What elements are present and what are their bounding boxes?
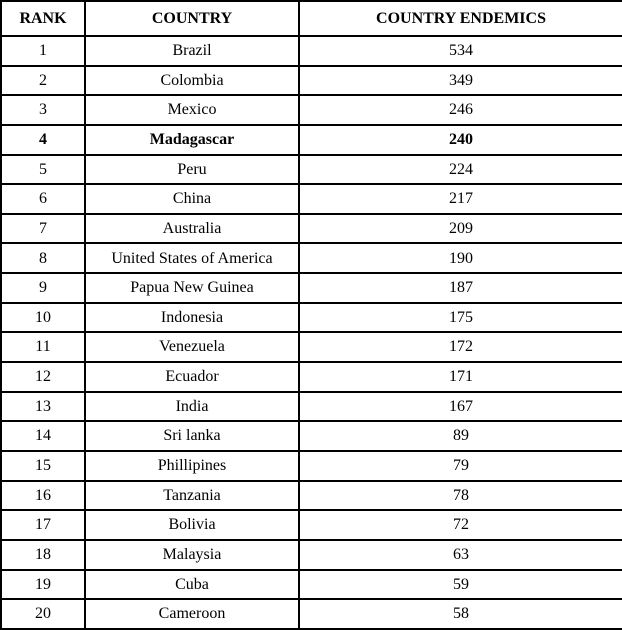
endemics-cell: 175 [298,301,622,334]
rank-cell: 4 [0,123,86,156]
country-cell: India [84,390,300,423]
table-row: 14 Sri lanka 89 [0,420,622,452]
rank-cell: 15 [0,449,86,482]
endemics-cell: 167 [298,390,622,423]
table-row: 19 Cuba 59 [0,568,622,601]
table-row: 13 India 167 [0,390,622,423]
country-cell: Papua New Guinea [84,272,300,304]
endemics-cell: 190 [298,242,622,275]
country-cell: Brazil [84,35,300,67]
country-cell: Madagascar [84,123,300,156]
table-row: 17 Bolivia 72 [0,509,622,541]
country-cell: Indonesia [84,301,300,334]
country-cell: China [84,183,300,215]
rank-cell: 11 [0,331,86,364]
rank-cell: 2 [0,64,86,97]
rank-cell: 5 [0,153,86,186]
country-cell: Malaysia [84,538,300,571]
country-header-cell: COUNTRY [84,0,300,37]
country-cell: Cameroon [84,598,300,630]
country-cell: Ecuador [84,361,300,393]
table-row: 1 Brazil 534 [0,35,622,67]
table-row: 8 United States of America 190 [0,242,622,275]
table-row: 7 Australia 209 [0,212,622,245]
endemics-cell: 79 [298,449,622,482]
table-row: 12 Ecuador 171 [0,361,622,393]
endemics-cell: 187 [298,272,622,304]
country-cell: Tanzania [84,479,300,512]
table-row: 3 Mexico 246 [0,94,622,126]
endemics-cell: 63 [298,538,622,571]
country-cell: Colombia [84,64,300,97]
endemics-cell: 217 [298,183,622,215]
endemics-cell: 78 [298,479,622,512]
table-row: 10 Indonesia 175 [0,301,622,334]
endemics-cell: 349 [298,64,622,97]
endemics-cell: 171 [298,361,622,393]
table-row: 11 Venezuela 172 [0,331,622,364]
rank-cell: 10 [0,301,86,334]
table-row: 18 Malaysia 63 [0,538,622,571]
rank-cell: 9 [0,272,86,304]
endemics-header-cell: COUNTRY ENDEMICS [298,0,622,37]
rank-cell: 1 [0,35,86,67]
country-cell: Mexico [84,94,300,126]
rank-cell: 20 [0,598,86,630]
rank-cell: 13 [0,390,86,423]
country-cell: Venezuela [84,331,300,364]
endemics-cell: 89 [298,420,622,452]
endemics-cell: 172 [298,331,622,364]
table-row: 6 China 217 [0,183,622,215]
rank-cell: 17 [0,509,86,541]
rank-cell: 16 [0,479,86,512]
header-row: RANK COUNTRY COUNTRY ENDEMICS [0,0,622,37]
table-row: 4 Madagascar 240 [0,123,622,156]
endemics-cell: 58 [298,598,622,630]
endemics-cell: 209 [298,212,622,245]
endemics-cell: 59 [298,568,622,601]
table-row: 15 Phillipines 79 [0,449,622,482]
rank-cell: 19 [0,568,86,601]
rank-cell: 8 [0,242,86,275]
endemics-cell: 240 [298,123,622,156]
endemics-cell: 534 [298,35,622,67]
rank-cell: 6 [0,183,86,215]
table-row: 9 Papua New Guinea 187 [0,272,622,304]
country-cell: Bolivia [84,509,300,541]
country-cell: Australia [84,212,300,245]
rank-cell: 14 [0,420,86,452]
table-row: 16 Tanzania 78 [0,479,622,512]
endemics-cell: 246 [298,94,622,126]
country-cell: Cuba [84,568,300,601]
endemics-cell: 224 [298,153,622,186]
table-row: 5 Peru 224 [0,153,622,186]
country-cell: Sri lanka [84,420,300,452]
rank-cell: 18 [0,538,86,571]
rank-cell: 7 [0,212,86,245]
rank-cell: 3 [0,94,86,126]
table-row: 2 Colombia 349 [0,64,622,97]
country-cell: United States of America [84,242,300,275]
table-row: 20 Cameroon 58 [0,598,622,630]
country-cell: Peru [84,153,300,186]
rank-cell: 12 [0,361,86,393]
endemics-cell: 72 [298,509,622,541]
country-cell: Phillipines [84,449,300,482]
rank-header-cell: RANK [0,0,86,37]
